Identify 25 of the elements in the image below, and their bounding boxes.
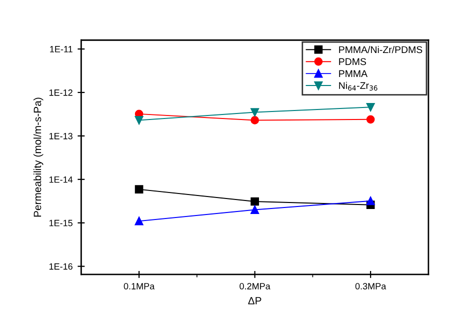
- legend-label: PMMA/Ni-Zr/PDMS: [339, 46, 422, 54]
- y-tick-label: 1E-12: [49, 89, 72, 96]
- y-tick-label: 1E-11: [50, 46, 72, 52]
- point: [366, 196, 375, 206]
- y-tick-label: 1E-14: [49, 176, 73, 183]
- point: [250, 197, 259, 206]
- x-tick-label: 0.2MPa: [240, 283, 270, 290]
- legend-label: PMMA: [339, 70, 368, 77]
- y-tick-label: 1E-16: [49, 263, 72, 270]
- point: [134, 185, 144, 194]
- y-tick-label: 1E-13: [49, 132, 72, 140]
- legend-label: PDMS: [339, 58, 366, 66]
- x-tick-label: 0.3MPa: [355, 283, 386, 290]
- point: [250, 108, 259, 116]
- point: [250, 206, 259, 214]
- legend-label: Ni$_{64}$-Zr$_{36}$: [339, 82, 378, 91]
- point: [134, 116, 144, 124]
- point: [366, 115, 375, 124]
- y-axis-title: Permeability (mol/m-s-Pa): [33, 98, 44, 217]
- y-tick-label: 1E-15: [49, 220, 72, 226]
- point: [250, 116, 259, 124]
- x-axis-title: ΔP: [248, 297, 262, 304]
- point: [134, 216, 144, 226]
- x-tick-label: 0.1MPa: [124, 283, 155, 290]
- point: [366, 102, 375, 112]
